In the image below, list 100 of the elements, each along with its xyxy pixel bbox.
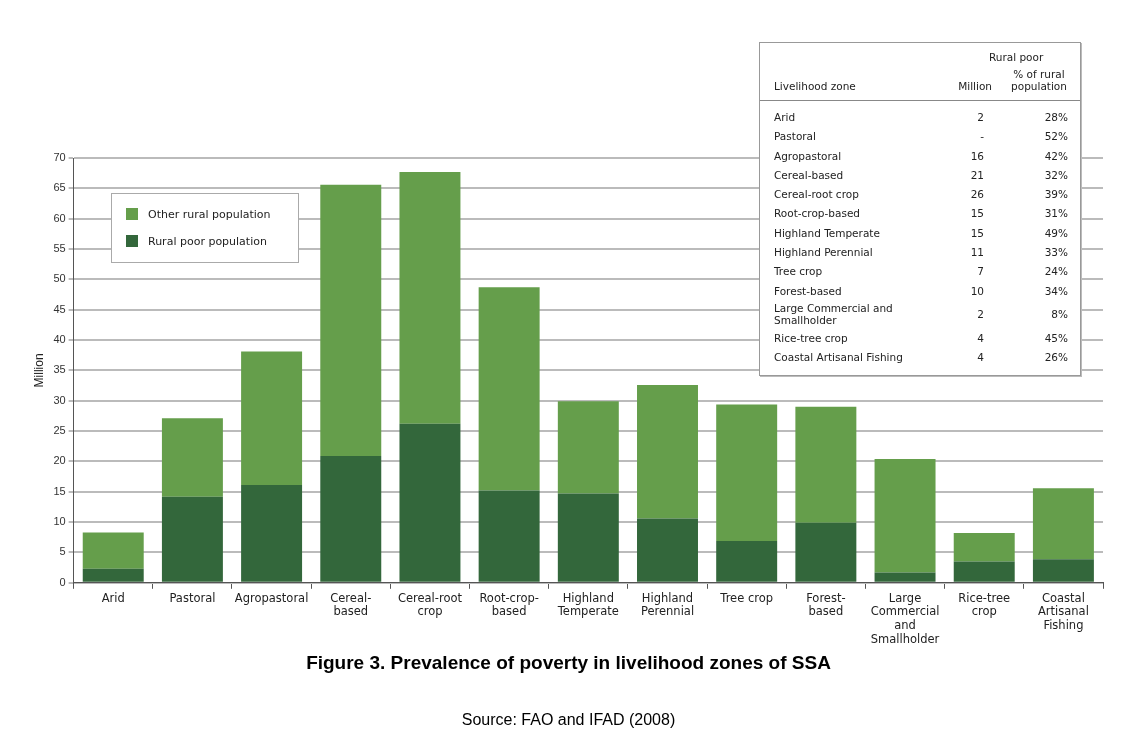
annotation: 39% (1043, 187, 1069, 203)
text: 2 (976, 109, 985, 125)
bar (637, 384, 698, 519)
annotation: Cereal-based (773, 167, 845, 183)
y-tick-label: 25 (53, 424, 66, 437)
annotation: 49% (1043, 225, 1069, 241)
y-tick-label: 40 (53, 333, 66, 346)
annotation: 31% (1043, 206, 1069, 222)
bar (399, 171, 461, 424)
bar (795, 406, 857, 523)
annotation: 8% (1050, 307, 1069, 323)
bar (241, 351, 303, 486)
y-tick-label: 30 (53, 393, 66, 406)
annotation: 15 (969, 225, 985, 241)
annotation: 4 (976, 350, 985, 366)
text: 28% (1043, 109, 1069, 125)
bar (1032, 488, 1094, 560)
bar (953, 561, 1015, 582)
x-tick-label: Highland Temperate (556, 590, 619, 619)
y-tick-label: 70 (53, 151, 66, 164)
text: Rural poor (987, 49, 1045, 65)
bar (161, 418, 223, 497)
y-axis-title: Million (31, 353, 46, 388)
bar (716, 404, 778, 541)
text: 52% (1043, 129, 1069, 145)
annotation: Rice-tree crop (773, 330, 849, 346)
bar (874, 459, 936, 573)
annotation: Highland Temperate (773, 225, 881, 241)
text: Arid (773, 109, 797, 125)
text: Million (957, 79, 993, 95)
x-tick-label: Forest-based (806, 590, 846, 619)
y-tick-label: 0 (59, 575, 66, 588)
bar (795, 522, 857, 582)
x-tick-label: Agropastoral (234, 590, 309, 605)
annotation: 33% (1043, 245, 1069, 260)
bar (241, 485, 303, 582)
y-tick-label: 20 (53, 454, 66, 467)
y-tick-label: 35 (53, 363, 66, 376)
annotation: 10 (969, 283, 985, 299)
y-tick-label: 50 (53, 272, 66, 285)
text: - (979, 129, 985, 145)
bar (320, 455, 382, 582)
annotation: Large Commercial and Smallholder (773, 301, 894, 329)
annotation: 2 (976, 307, 985, 323)
y-tick-label: 15 (53, 484, 66, 497)
bar (874, 572, 936, 582)
legend-label: Rural poor population (148, 234, 267, 248)
y-tick-label: 55 (53, 242, 66, 255)
legend-label: Other rural population (148, 207, 271, 221)
annotation: Cereal-root crop (773, 187, 860, 203)
text: Pastoral (773, 129, 817, 145)
annotation: 15 (969, 206, 985, 222)
y-tick-label: 45 (53, 302, 66, 315)
bar (82, 568, 144, 582)
x-tick-label: Root-crop-based (479, 590, 539, 619)
annotation: 11 (969, 245, 985, 260)
text: Figure 3. Prevalence of poverty in livelihood zones of SSA (305, 652, 832, 674)
annotation: 16 (969, 148, 985, 164)
annotation: Highland Perennial (773, 245, 874, 260)
text: % of rural population (1010, 67, 1068, 95)
x-tick-label: Cereal-based (330, 590, 372, 619)
x-tick-label: Arid (101, 590, 125, 605)
annotation: Agropastoral (773, 148, 843, 164)
bar (399, 423, 461, 582)
x-tick-label: Pastoral (169, 590, 216, 605)
x-tick-label: Tree crop (719, 590, 774, 605)
x-tick-label: Rice-tree crop (958, 590, 1011, 619)
annotation: Tree crop (773, 264, 824, 280)
x-tick-label: Large Commercial and Smallholder (870, 590, 940, 647)
annotation: 26% (1043, 350, 1069, 366)
bar (953, 533, 1015, 562)
bar (82, 532, 144, 569)
bar (716, 540, 778, 582)
y-tick-label: 60 (53, 211, 66, 224)
bar (161, 496, 223, 582)
source-note: Source: FAO and IFAD (2008) (460, 711, 677, 729)
annotation: 4 (976, 330, 985, 346)
annotation: 7 (976, 264, 985, 280)
bar (320, 184, 382, 456)
annotation: 45% (1043, 330, 1069, 346)
x-tick-label: Highland Perennial (640, 590, 695, 619)
bar (637, 518, 698, 582)
y-tick-label: 10 (53, 515, 66, 528)
x-tick-label: Coastal Artisanal Fishing (1037, 590, 1089, 633)
annotation: 26 (969, 187, 985, 203)
annotation: Root-crop-based (773, 206, 861, 222)
bar (478, 490, 540, 582)
annotation: 34% (1043, 283, 1069, 299)
annotation: Forest-based (773, 283, 843, 299)
annotation: 21 (969, 167, 985, 183)
bar (478, 287, 540, 491)
annotation: Coastal Artisanal Fishing (773, 350, 904, 366)
bar (557, 493, 619, 582)
bar (557, 401, 619, 494)
bar (1032, 559, 1094, 582)
annotation: 32% (1043, 167, 1069, 183)
x-tick-label: Cereal-root crop (397, 590, 463, 619)
text: Livelihood zone (773, 79, 857, 95)
y-tick-label: 5 (59, 545, 66, 558)
annotation: 42% (1043, 148, 1069, 164)
